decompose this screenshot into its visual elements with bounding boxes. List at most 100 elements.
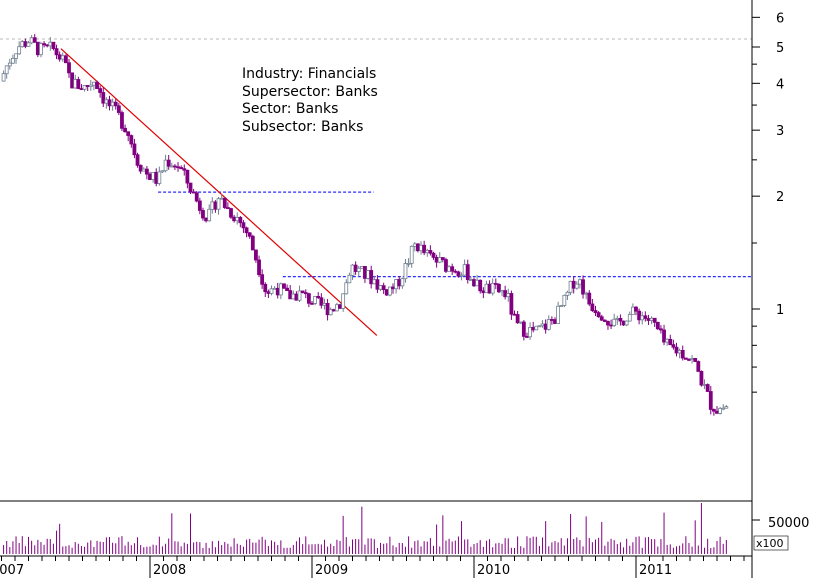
candle-body [578, 279, 582, 285]
candle-body [247, 232, 252, 237]
candle-body [521, 321, 526, 337]
candle-body [92, 81, 96, 86]
candle-body [282, 283, 286, 289]
candle-body [363, 266, 367, 279]
candle-body [478, 279, 483, 292]
candle-body [95, 81, 99, 89]
candle-body [515, 314, 520, 324]
candle-body [387, 286, 392, 296]
candle-body [369, 270, 374, 285]
candle-body [543, 323, 548, 330]
candle-body [500, 290, 504, 293]
downtrend-line [60, 48, 378, 336]
candle-body [250, 235, 255, 251]
candle-body [85, 85, 90, 88]
candle-body [630, 306, 635, 315]
candle-body [213, 201, 218, 210]
candle-body [472, 279, 476, 287]
candle-body [459, 274, 464, 277]
y-tick-label: 3 [776, 124, 784, 139]
candle-body [11, 58, 15, 64]
candle-body [440, 257, 445, 260]
candle-body [599, 316, 604, 321]
candle-body [26, 42, 31, 47]
candle-body [151, 172, 156, 180]
candle-body [659, 328, 663, 331]
candle-body [260, 274, 265, 285]
candle-body [419, 244, 423, 252]
candle-body [257, 259, 261, 276]
candle-body [366, 270, 370, 279]
candle-body [490, 283, 495, 294]
candle-body [51, 41, 56, 50]
candle-body [481, 290, 486, 294]
candle-body [487, 283, 492, 294]
candle-body [126, 131, 131, 136]
candle-body [185, 169, 190, 184]
candle-body [101, 92, 106, 104]
candle-body [98, 88, 103, 93]
candle-body [593, 310, 598, 313]
candle-body [708, 391, 713, 410]
candle-body [179, 167, 184, 170]
y-axis: 6 5 4 3 2 1 [752, 11, 784, 521]
y-tick-label: 1 [776, 303, 784, 318]
candle-body [222, 197, 227, 208]
candle-body [683, 357, 688, 360]
volume-tick-label: 50000 [768, 516, 809, 531]
candle-body [680, 350, 685, 359]
candle-body [7, 62, 12, 67]
candle-body [229, 208, 233, 218]
candle-body [353, 264, 358, 272]
candle-body [528, 327, 532, 338]
candle-body [525, 335, 529, 338]
candle-body [574, 283, 579, 289]
candle-body [88, 84, 93, 88]
candle-body [182, 168, 187, 171]
candle-body [135, 154, 140, 166]
candle-body [447, 266, 451, 272]
candle-body [300, 290, 305, 294]
x-tick-label: 2010 [477, 563, 510, 578]
candle-body [173, 165, 177, 168]
candle-body [549, 319, 554, 321]
candle-body [497, 283, 501, 293]
candle-body [67, 62, 71, 74]
candle-body [141, 168, 146, 172]
candle-body [646, 318, 651, 321]
candle-body [506, 293, 511, 298]
candle-body [76, 79, 81, 89]
candle-body [216, 198, 221, 210]
candle-body [4, 65, 9, 75]
candle-body [711, 409, 716, 412]
candle-body [518, 321, 523, 324]
y-tick-label: 4 [776, 77, 784, 92]
candle-body [338, 304, 342, 309]
candle-body [197, 200, 202, 211]
candle-body [82, 85, 87, 90]
candle-body [715, 410, 719, 414]
candle-body [696, 361, 701, 372]
candle-body [288, 290, 293, 300]
candle-body [79, 88, 84, 90]
candle-body [724, 406, 729, 409]
candle-body [219, 197, 224, 200]
x-axis: 2007 2008 2009 2010 2011 [0, 556, 745, 578]
candle-body [509, 293, 514, 315]
candle-body [674, 346, 679, 354]
candle-body [612, 318, 617, 327]
candle-body [359, 266, 364, 269]
candle-body [328, 309, 333, 316]
x-tick-label: 2007 [0, 563, 24, 578]
candle-body [244, 227, 249, 234]
candle-body [416, 243, 420, 252]
candle-body [562, 294, 567, 306]
candle-body [702, 384, 707, 386]
candle-body [571, 280, 576, 289]
candle-body [559, 305, 564, 307]
candle-body [403, 263, 408, 280]
candle-body [381, 285, 386, 291]
candle-body [465, 264, 470, 281]
candle-body [493, 283, 498, 285]
candle-body [316, 296, 321, 299]
